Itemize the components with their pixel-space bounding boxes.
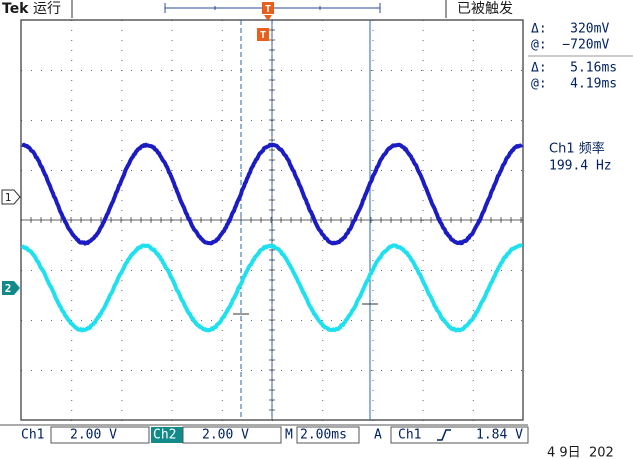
cursor-readout: @: 4.19ms (531, 77, 617, 92)
measurement-label: Ch1 频率 (549, 141, 605, 157)
trigger-position-text: T (260, 30, 266, 41)
ch2-marker-text: 2 (5, 282, 12, 295)
date: 4 9日 202 (547, 446, 614, 459)
trigger-state: 已被触发 (457, 1, 513, 17)
time-scale: 2.00ms (300, 428, 347, 443)
ch2-scale: 2.00 V (202, 428, 249, 443)
trigger-source: Ch1 (398, 428, 421, 443)
brand: Tek (2, 1, 29, 17)
trigger-marker-text: T (265, 4, 271, 15)
time-label: M (285, 428, 293, 443)
trigger-level: 1.84 V (476, 428, 523, 443)
cursor-readout: Δ: 5.16ms (531, 61, 617, 76)
trigger-slope-icon (437, 430, 451, 440)
run-status: 运行 (33, 1, 61, 17)
measurement-value: 199.4 Hz (549, 159, 612, 174)
cursor-readout: Δ: 320mV (531, 22, 609, 37)
ch1-scale: 2.00 V (70, 428, 117, 443)
trigger-label: A (374, 428, 382, 443)
ch1-marker-text: 1 (5, 191, 12, 204)
ch1-label: Ch1 (21, 428, 44, 443)
ch2-label: Ch2 (153, 428, 176, 443)
cursor-readout: @: −720mV (531, 38, 609, 53)
graticule (21, 20, 523, 421)
